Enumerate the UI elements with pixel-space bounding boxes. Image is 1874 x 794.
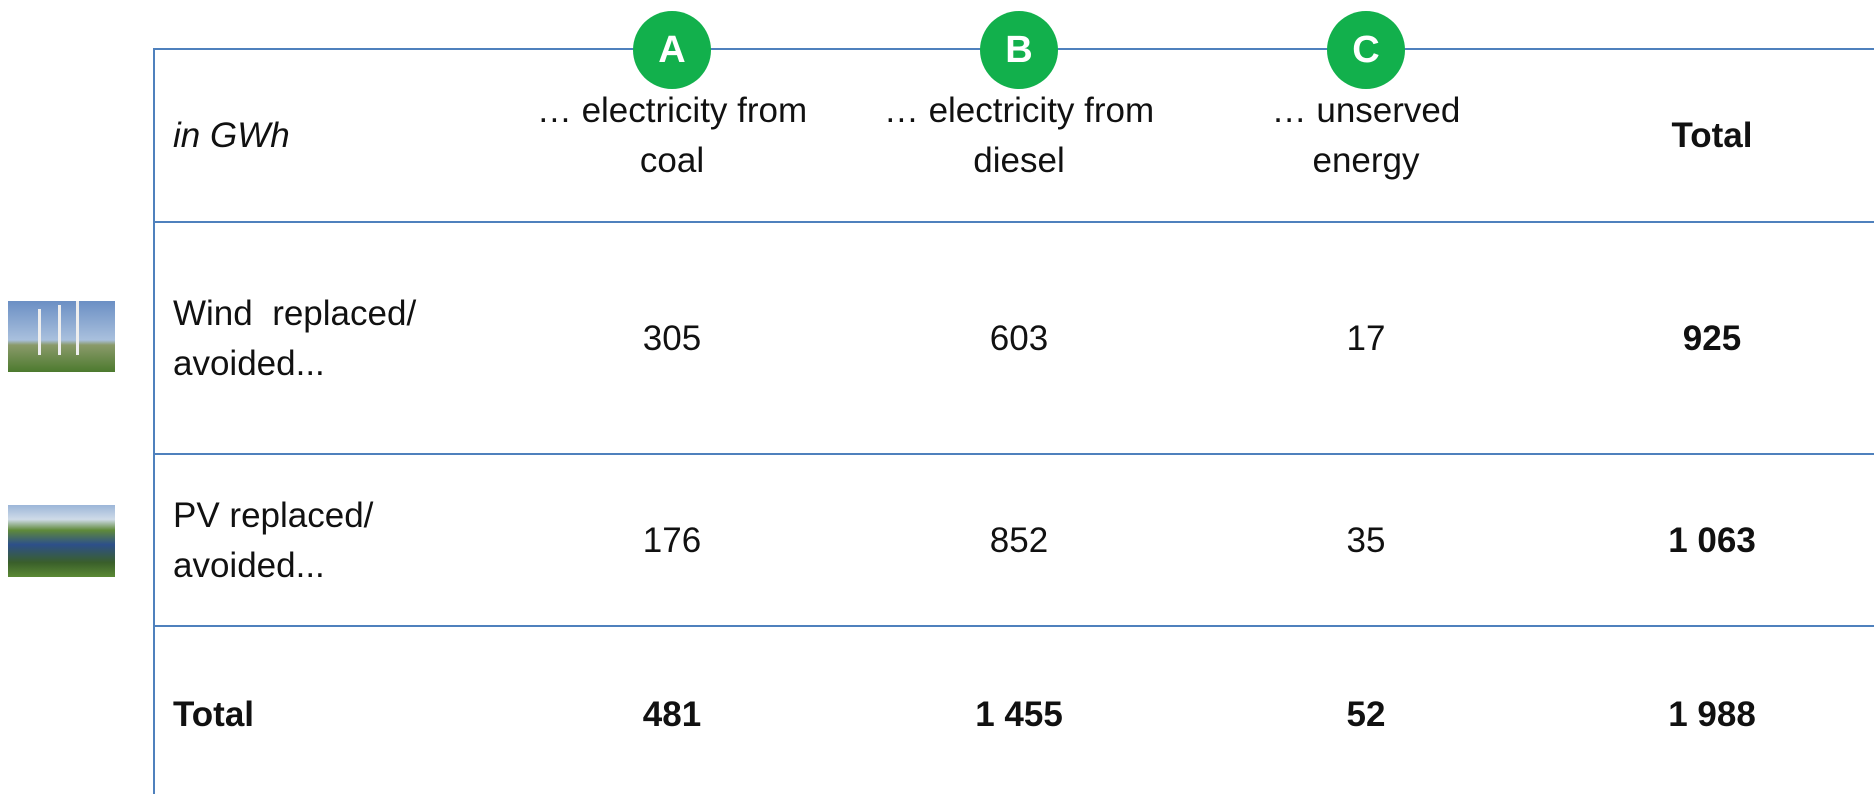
column-header: diesel [973,136,1064,186]
cell: 603 [990,314,1048,364]
column-header: … unserved [1272,86,1461,136]
row-label: Total [173,690,254,740]
column-badge: B [980,11,1058,89]
column-header: … electricity from [884,86,1154,136]
cell: 481 [643,690,701,740]
wind-photo [8,301,115,372]
cell: 852 [990,516,1048,566]
cell: 1 455 [975,690,1063,740]
column-header: … electricity from [537,86,807,136]
cell: 925 [1683,314,1741,364]
column-header: coal [640,136,704,186]
cell: 176 [643,516,701,566]
row-divider [154,453,1874,455]
row-label: avoided... [173,339,325,389]
row-divider [154,625,1874,627]
column-badge: A [633,11,711,89]
row-divider [154,221,1874,223]
cell: 305 [643,314,701,364]
page: in GWhA… electricity fromcoalB… electric… [0,0,1874,794]
cell: 1 063 [1668,516,1756,566]
unit-label: in GWh [173,111,290,161]
column-badge: C [1327,11,1405,89]
cell: 52 [1347,690,1386,740]
column-header: energy [1312,136,1419,186]
pv-photo [8,505,115,577]
cell: 17 [1347,314,1386,364]
row-label: avoided... [173,541,325,591]
cell: 35 [1347,516,1386,566]
cell: 1 988 [1668,690,1756,740]
column-header: Total [1671,111,1752,161]
row-label: Wind replaced/ [173,289,416,339]
row-label: PV replaced/ [173,491,373,541]
border-left [153,48,155,794]
